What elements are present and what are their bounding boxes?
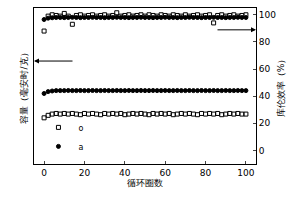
svg-text:20: 20 [79,168,91,178]
svg-text:40: 40 [119,168,131,178]
svg-text:容量（毫安时/克）: 容量（毫安时/克） [19,48,29,123]
svg-text:80: 80 [200,168,212,178]
svg-text:100: 100 [237,168,254,178]
svg-text:循环圈数: 循环圈数 [127,178,163,188]
svg-text:o: o [78,124,83,133]
svg-text:40: 40 [259,91,271,101]
svg-text:20: 20 [259,118,271,128]
svg-text:0: 0 [259,146,265,156]
svg-text:0: 0 [41,168,47,178]
svg-text:100: 100 [259,10,276,20]
svg-text:库伦效率（%）: 库伦效率（%） [276,55,286,118]
svg-text:a: a [78,143,83,152]
svg-text:60: 60 [259,64,271,74]
svg-text:60: 60 [159,168,171,178]
svg-text:80: 80 [259,37,271,47]
